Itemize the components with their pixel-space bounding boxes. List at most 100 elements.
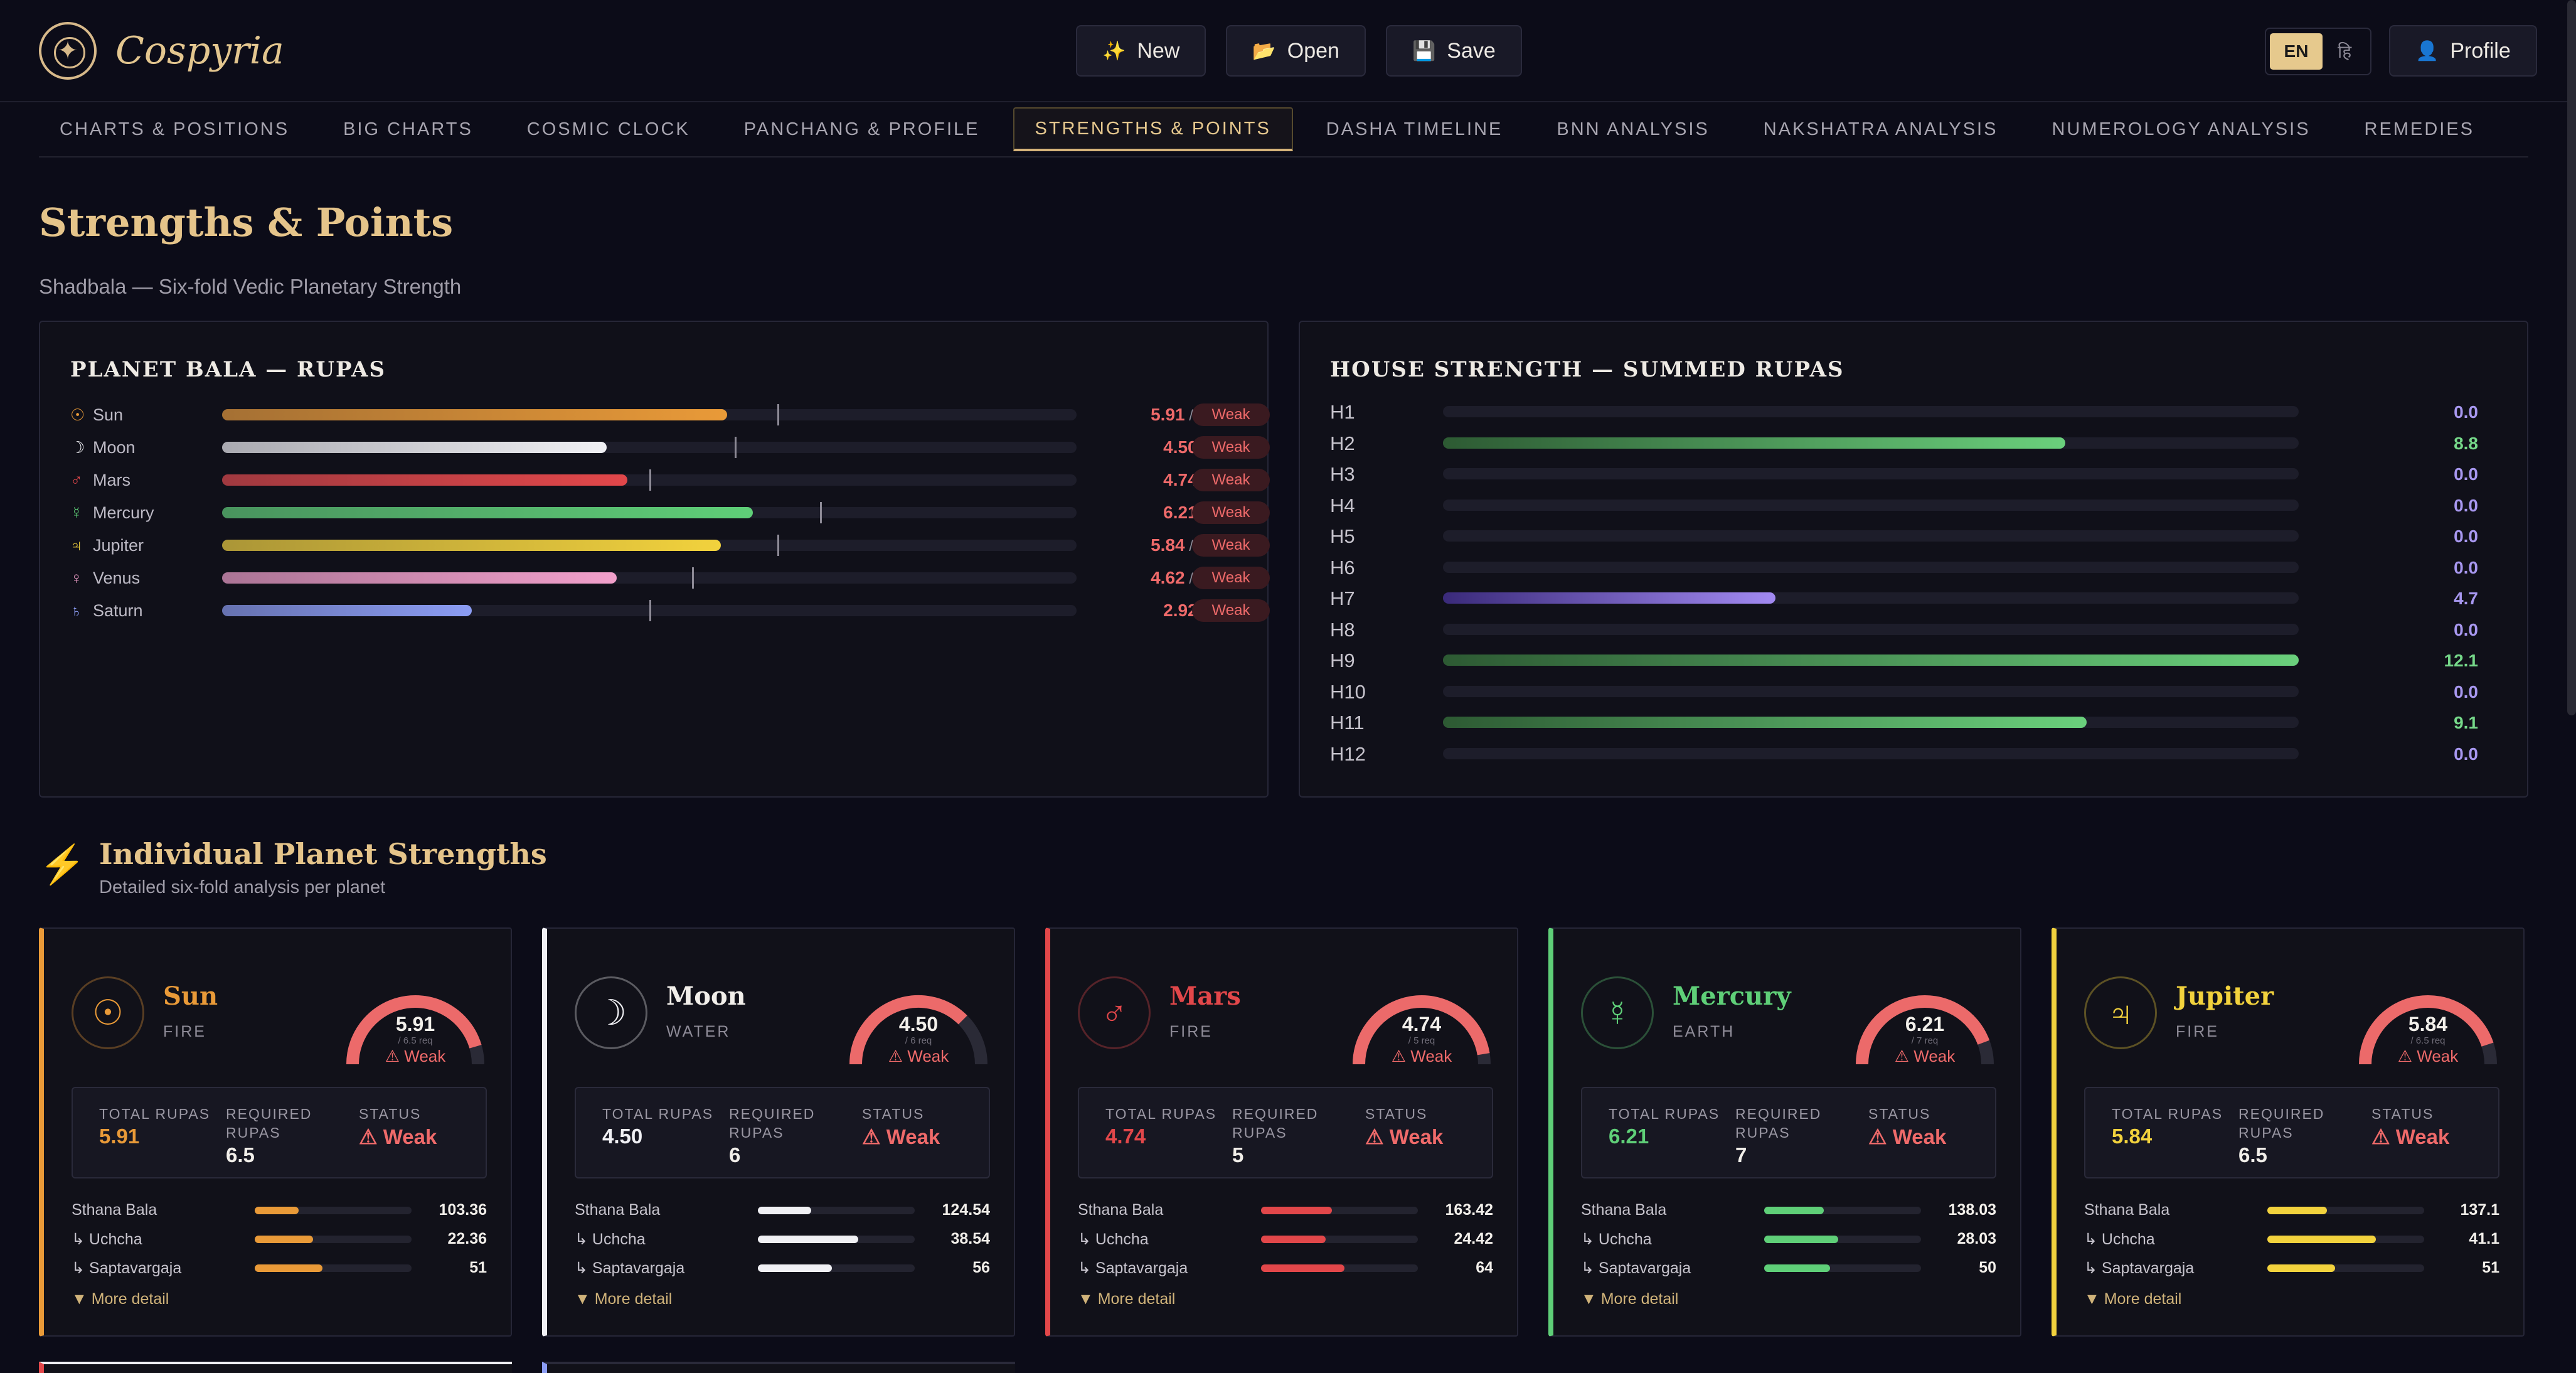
sub-bala-value: 64 — [1476, 1259, 1493, 1276]
sub-bala-track — [758, 1207, 915, 1214]
required-rupas-column: REQUIRED RUPAS 6.5 — [2238, 1104, 2345, 1167]
tab-numerology-analysis[interactable]: NUMEROLOGY ANALYSIS — [2052, 119, 2311, 139]
new-button[interactable]: ✨ New — [1076, 25, 1206, 77]
required-rupas-value: 6.5 — [2238, 1143, 2267, 1167]
house-bar-fill — [1443, 592, 1775, 604]
save-button-label: Save — [1447, 38, 1496, 63]
save-button[interactable]: 💾 Save — [1385, 25, 1522, 77]
house-strength-row: H7 4.7 — [1330, 584, 2503, 612]
tab-nakshatra-analysis[interactable]: NAKSHATRA ANALYSIS — [1763, 119, 1998, 139]
gauge-required: / 6 req — [905, 1035, 932, 1046]
rupa-value: 4.50 — [1163, 437, 1198, 457]
house-value: 12.1 — [2444, 651, 2479, 670]
required-rupas-value: 7 — [1735, 1143, 1747, 1167]
planet-name: Mars — [1169, 981, 1241, 1011]
tab-panchang-profile[interactable]: PANCHANG & PROFILE — [743, 119, 980, 139]
house-strength-row: H10 0.0 — [1330, 677, 2503, 706]
strength-bar-fill — [222, 507, 753, 518]
profile-button-label: Profile — [2450, 38, 2511, 63]
sub-bala-value: 103.36 — [439, 1201, 487, 1219]
required-rupas-value: 6 — [729, 1143, 741, 1167]
more-detail-toggle[interactable]: ▼ More detail — [575, 1290, 673, 1308]
house-value: 0.0 — [2454, 744, 2478, 764]
total-rupas-value: 4.50 — [602, 1125, 643, 1148]
strength-bar-track — [222, 567, 1077, 589]
lang-hi-option[interactable]: हि — [2337, 42, 2352, 61]
planet-name: Jupiter — [2176, 981, 2274, 1011]
tab-remedies[interactable]: REMEDIES — [2364, 119, 2475, 139]
rupa-summary-box: TOTAL RUPAS 5.91 REQUIRED RUPAS 6.5 STATUS ⚠ … — [72, 1087, 487, 1178]
required-rupas-column: REQUIRED RUPAS 7 — [1735, 1104, 1842, 1167]
sub-bala-value: 22.36 — [447, 1230, 487, 1247]
planet-name: Mercury — [93, 503, 154, 522]
jupiter-symbol-icon: ♃ — [70, 535, 83, 555]
planet-element: FIRE — [163, 1023, 206, 1040]
sub-bala-value: 38.54 — [950, 1230, 990, 1247]
more-detail-toggle[interactable]: ▼ More detail — [1581, 1290, 1679, 1308]
house-value: 0.0 — [2454, 557, 2478, 577]
tab-dasha-timeline[interactable]: DASHA TIMELINE — [1326, 119, 1503, 139]
rupa-value: 5.84 — [1151, 535, 1185, 555]
profile-button[interactable]: 👤 Profile — [2389, 25, 2537, 77]
planet-name: Sun — [93, 405, 124, 424]
sub-bala-track — [255, 1264, 412, 1272]
required-rupas-column: REQUIRED RUPAS 6.5 — [226, 1104, 333, 1167]
required-marker — [649, 469, 651, 491]
gauge-fill — [346, 995, 482, 1065]
next-card-peek — [542, 1362, 1015, 1373]
sub-bala-value: 137.1 — [2460, 1201, 2499, 1219]
status-badge: Weak — [1192, 599, 1270, 622]
rupa-summary-box: TOTAL RUPAS 4.50 REQUIRED RUPAS 6 STATUS ⚠ We… — [575, 1087, 990, 1178]
sub-bala-track — [758, 1236, 915, 1243]
strength-gauge — [1353, 995, 1491, 1065]
strength-bar-track — [222, 502, 1077, 523]
required-marker — [692, 567, 695, 589]
sub-bala-fill — [1261, 1236, 1326, 1243]
house-strength-row: H4 0.0 — [1330, 491, 2503, 520]
more-detail-toggle[interactable]: ▼ More detail — [2084, 1290, 2182, 1308]
planet-name: Mercury — [1673, 981, 1791, 1011]
house-strength-row: H2 8.8 — [1330, 429, 2503, 457]
tab-charts-positions[interactable]: CHARTS & POSITIONS — [60, 119, 290, 139]
mars-symbol-icon: ♂ — [1078, 976, 1151, 1049]
gauge-required: / 7 req — [1911, 1035, 1939, 1046]
next-card-peek — [39, 1362, 512, 1373]
total-rupas-column: TOTAL RUPAS 4.50 — [602, 1104, 715, 1148]
strength-bar-fill — [222, 442, 607, 453]
sthana-bala-row: Sthana Bala 163.42 — [1078, 1199, 1493, 1224]
scrollbar[interactable] — [2567, 0, 2576, 715]
more-detail-toggle[interactable]: ▼ More detail — [72, 1290, 169, 1308]
house-strength-row: H1 0.0 — [1330, 397, 2503, 426]
file-actions: ✨ New 📂 Open 💾 Save — [1076, 25, 1522, 77]
user-icon: 👤 — [2415, 40, 2439, 61]
rupa-summary-box: TOTAL RUPAS 4.74 REQUIRED RUPAS 5 STATUS ⚠ We… — [1078, 1087, 1493, 1178]
house-bar-track — [1443, 592, 2299, 604]
sub-bala-track — [758, 1264, 915, 1272]
gauge-required: / 6.5 req — [2410, 1035, 2446, 1046]
floppy-icon: 💾 — [1412, 40, 1436, 61]
planet-element: WATER — [666, 1023, 731, 1040]
sub-bala-value: 28.03 — [1957, 1230, 1996, 1247]
tab-big-charts[interactable]: BIG CHARTS — [343, 119, 473, 139]
gauge-required: / 6.5 req — [398, 1035, 433, 1046]
tab-strengths-points[interactable]: STRENGTHS & POINTS — [1013, 107, 1293, 151]
tab-cosmic-clock[interactable]: COSMIC CLOCK — [526, 119, 690, 139]
required-rupas-label: REQUIRED RUPAS — [2238, 1106, 2325, 1141]
sub-bala-value: 56 — [972, 1259, 990, 1276]
lang-en-option[interactable]: EN — [2270, 33, 2323, 70]
total-rupas-column: TOTAL RUPAS 6.21 — [1609, 1104, 1722, 1148]
open-button[interactable]: 📂 Open — [1226, 25, 1366, 77]
uchcha-row: ↳ Uchcha 28.03 — [1581, 1227, 1996, 1253]
status-value: ⚠ Weak — [862, 1125, 940, 1148]
status-label: STATUS — [862, 1106, 925, 1122]
tab-bnn-analysis[interactable]: BNN ANALYSIS — [1557, 119, 1710, 139]
strength-bar-track — [222, 469, 1077, 491]
more-detail-toggle[interactable]: ▼ More detail — [1078, 1290, 1176, 1308]
total-rupas-column: TOTAL RUPAS 5.84 — [2112, 1104, 2225, 1148]
status-column: STATUS ⚠ Weak — [2371, 1104, 2491, 1149]
strength-bar-track — [222, 600, 1077, 621]
planet-element: EARTH — [1673, 1023, 1735, 1040]
sub-bala-label: ↳ Saptavargaja — [2084, 1259, 2195, 1277]
logo-icon — [39, 21, 97, 80]
